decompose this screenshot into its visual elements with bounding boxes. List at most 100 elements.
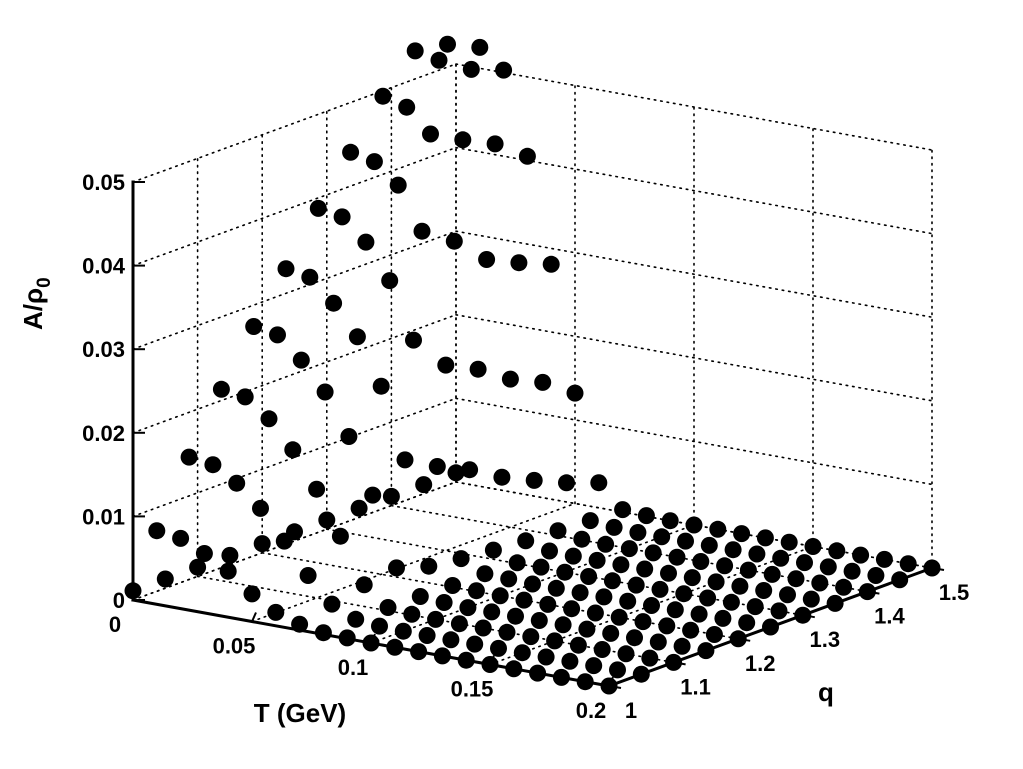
data-point [422, 125, 439, 143]
data-point [277, 260, 295, 278]
data-point [498, 623, 516, 641]
data-point [610, 608, 628, 626]
data-point [561, 652, 579, 670]
data-point [301, 268, 319, 286]
data-point [609, 661, 626, 679]
data-point [333, 208, 351, 226]
data-point [476, 565, 494, 583]
grid-line-floor-x [489, 545, 814, 666]
data-point [682, 621, 700, 639]
data-point [331, 527, 349, 545]
data-point [644, 544, 662, 562]
data-point [466, 635, 484, 653]
data-point [602, 624, 620, 642]
data-point [461, 461, 479, 479]
data-point [629, 524, 647, 541]
y-tick-label: 1 [625, 698, 637, 723]
data-point [529, 664, 547, 682]
data-point [260, 410, 278, 428]
data-point [668, 548, 686, 566]
data-point [779, 586, 796, 604]
data-point [323, 595, 341, 613]
data-point [699, 589, 717, 607]
data-point [484, 541, 502, 559]
data-point [756, 529, 774, 547]
data-point [620, 540, 638, 558]
data-point [517, 532, 535, 550]
data-point [549, 522, 567, 540]
data-point [325, 294, 343, 312]
data-point [467, 582, 485, 600]
data-point [338, 629, 356, 647]
y-tick-label: 1.5 [939, 580, 970, 605]
data-point [772, 549, 790, 567]
data-point [403, 605, 421, 623]
grid-line-backwall-z [455, 63, 933, 151]
data-point [518, 147, 536, 165]
z-tick-label: 0.05 [82, 170, 125, 195]
data-point [571, 584, 589, 602]
data-point [722, 593, 740, 611]
tick-labels: 0 0.05 0.1 0.15 0.2 1 1.1 1.2 1.3 1.4 1.5 0 0.01 0.02… [82, 170, 969, 723]
grid-line-backwall-z [455, 397, 933, 486]
data-point [474, 619, 492, 637]
data-point [660, 564, 677, 582]
data-point [685, 516, 703, 534]
data-point [508, 554, 526, 572]
data-point [299, 567, 317, 584]
data-point [731, 577, 749, 595]
data-point [716, 557, 734, 575]
data-point [794, 606, 812, 624]
data-point [539, 595, 557, 613]
data-point [156, 570, 174, 588]
data-point [388, 559, 405, 577]
data-point [586, 604, 604, 622]
data-point [537, 648, 555, 666]
data-point [204, 456, 222, 474]
data-point [532, 558, 550, 576]
data-point [724, 541, 742, 559]
grid-line-sidewall-z [132, 481, 457, 601]
data-point [675, 585, 693, 603]
data-point [556, 563, 574, 581]
data-point [457, 651, 475, 669]
data-point [180, 448, 198, 466]
data-point [252, 499, 269, 517]
data-point [318, 511, 336, 529]
z-tick-label: 0.01 [82, 504, 125, 529]
data-point [490, 639, 507, 657]
grid-line-backwall-z [455, 313, 933, 402]
data-point [308, 480, 326, 498]
data-point [348, 328, 366, 346]
data-point [433, 647, 451, 665]
data-point [478, 251, 496, 268]
data-point [245, 318, 263, 335]
data-point [542, 255, 560, 273]
data-point [415, 476, 433, 494]
grid-line-backwall-z [455, 146, 933, 235]
data-point [189, 558, 207, 576]
x-tick-mark [251, 612, 257, 622]
x-axis-label: T (GeV) [254, 698, 346, 728]
data-point [632, 665, 650, 683]
data-point [530, 612, 548, 629]
data-point [437, 356, 455, 374]
data-point [386, 638, 404, 656]
data-point [267, 603, 285, 621]
data-point [573, 530, 591, 548]
data-point [697, 642, 715, 660]
y-tick-label: 1.2 [745, 651, 776, 676]
data-point [600, 677, 618, 695]
data-point [452, 550, 470, 568]
y-tick-label: 1.1 [680, 674, 711, 699]
data-point [661, 512, 679, 530]
data-point [590, 474, 608, 492]
data-point [828, 542, 846, 560]
data-point [195, 545, 213, 562]
data-point [430, 51, 448, 69]
data-point [371, 617, 388, 635]
data-point [428, 458, 446, 475]
data-point [442, 631, 460, 649]
data-point [243, 585, 261, 603]
